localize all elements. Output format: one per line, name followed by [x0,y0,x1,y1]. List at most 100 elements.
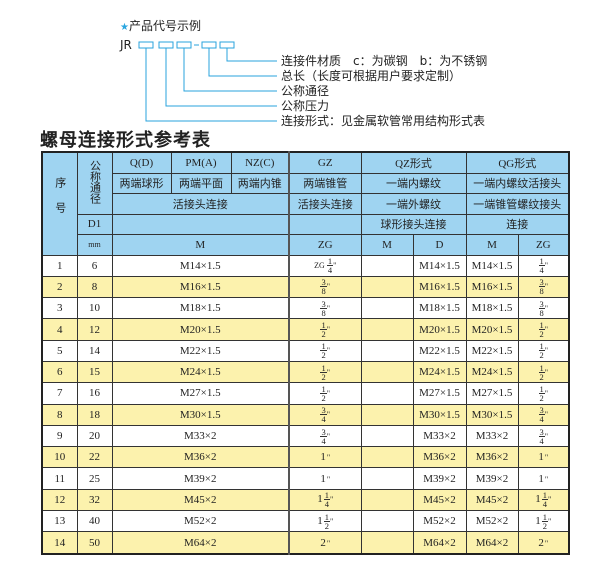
fraction-numerator: 1 [541,511,549,522]
cell-qg-m: M33×2 [465,424,519,448]
cell-qg-zg: 1 4 " [517,254,570,277]
header-gz-union: 活接头连接 [288,193,362,215]
cell-thread-m: M30×1.5 [111,403,290,426]
header-seq: 序号 [41,151,78,256]
star-icon: ★ [120,22,129,33]
cell-seq: 4 [41,318,78,341]
cell-qz-m [360,488,414,512]
cell-qg-m: M20×1.5 [465,318,519,341]
cell-qg-m: M22×1.5 [465,339,519,362]
cell-qg-m: M36×2 [465,446,519,469]
cell-qz-d: M45×2 [412,488,467,512]
inch-mark: " [326,346,330,356]
cell-qz-m [360,403,414,426]
header-nz-desc: 两端内锥 [230,172,290,194]
nut-connection-table: 序号 公称通径 Q(D) PM(A) NZ(C) GZ QZ形式 QG形式 两端… [41,151,571,555]
fraction-whole: 1 [320,472,326,485]
cell-gz-zg: 3 4 " [288,403,362,426]
cell-seq: 3 [41,297,78,320]
inch-mark: " [326,538,331,548]
fraction-whole: 1 [538,472,544,485]
inch-mark: " [544,367,549,377]
header-pm-desc: 两端平面 [170,172,232,194]
cell-thread-m: M45×2 [111,488,290,512]
cell-qz-d: M27×1.5 [412,382,467,405]
cell-qz-d: M52×2 [412,510,467,533]
table-header: 序号 公称通径 Q(D) PM(A) NZ(C) GZ QZ形式 QG形式 两端… [41,151,570,256]
fraction-numerator: 3 [538,277,545,288]
fraction-denominator: 2 [539,392,544,403]
fraction-denominator: 2 [321,350,326,361]
cell-qg-zg: 1 2 " [517,318,570,341]
fraction-whole: 1 [538,451,544,464]
cell-qz-m [360,360,414,384]
cell-gz-zg: 2" [288,531,362,555]
cell-qz-m [360,510,414,533]
cell-qg-zg: 3 4 " [517,424,570,448]
fraction-numerator: 1 [538,341,545,352]
table-body: 1 6 M14×1.5 ZG 1 4 " M14×1.5 M14×1.5 1 4 " 2 8 M16×1.5… [41,254,570,555]
leader-line-3 [183,48,277,92]
fraction-denominator: 2 [324,520,329,531]
table-row: 3 10 M18×1.5 3 8 " M18×1.5 M18×1.5 3 8 " [41,297,570,320]
table-row: 5 14 M22×1.5 1 2 " M22×1.5 M22×1.5 1 2 " [41,339,570,362]
fraction-whole: 1 [317,493,323,506]
fraction-denominator: 4 [539,414,544,425]
fraction-numerator: 3 [320,298,327,309]
code-prefix: JR [120,38,132,52]
cell-qz-d: M30×1.5 [412,403,467,426]
cell-nominal-diameter: 12 [76,318,113,341]
cell-qz-m [360,382,414,405]
cell-nominal-diameter: 6 [76,254,113,277]
inch-mark: " [548,495,552,505]
cell-thread-m: M20×1.5 [111,318,290,341]
inch-mark: " [544,474,549,484]
fraction-numerator: 1 [538,362,545,373]
header-qg-m: M [465,234,519,256]
inch-mark: " [544,282,549,292]
cell-qz-d: M24×1.5 [412,360,467,384]
cell-qz-d: M14×1.5 [412,254,467,277]
inch-mark: " [544,431,549,441]
cell-nominal-diameter: 20 [76,424,113,448]
inch-mark: " [326,474,331,484]
fraction-denominator: 8 [539,307,544,318]
cell-seq: 10 [41,446,78,469]
cell-qg-m: M30×1.5 [465,403,519,426]
header-union: 活接头连接 [111,193,290,215]
inch-mark: " [326,303,330,313]
fraction-numerator: 3 [320,426,327,437]
cell-gz-zg: 3 4 " [288,424,362,448]
code-diagram [138,41,277,122]
cell-qg-zg: 3 4 " [517,403,570,426]
cell-qg-m: M18×1.5 [465,297,519,320]
code-box-2 [158,41,174,49]
header-q-desc: 两端球形 [111,172,172,194]
inch-mark: " [326,367,330,377]
cell-thread-m: M36×2 [111,446,290,469]
cell-qg-zg: 1 2 " [517,339,570,362]
cell-qz-m [360,318,414,341]
cell-qg-m: M14×1.5 [465,254,519,277]
fraction-denominator: 2 [321,371,326,382]
cell-seq: 1 [41,254,78,277]
header-m: M [111,234,290,256]
cell-thread-m: M27×1.5 [111,382,290,405]
cell-seq: 2 [41,275,78,299]
fraction-whole: 1 [317,514,323,527]
cell-qg-m: M39×2 [465,467,519,490]
fraction-numerator: 1 [323,490,330,501]
cell-nominal-diameter: 18 [76,403,113,426]
header-qg-desc3: 连接 [465,213,570,235]
inch-mark: " [544,410,549,420]
